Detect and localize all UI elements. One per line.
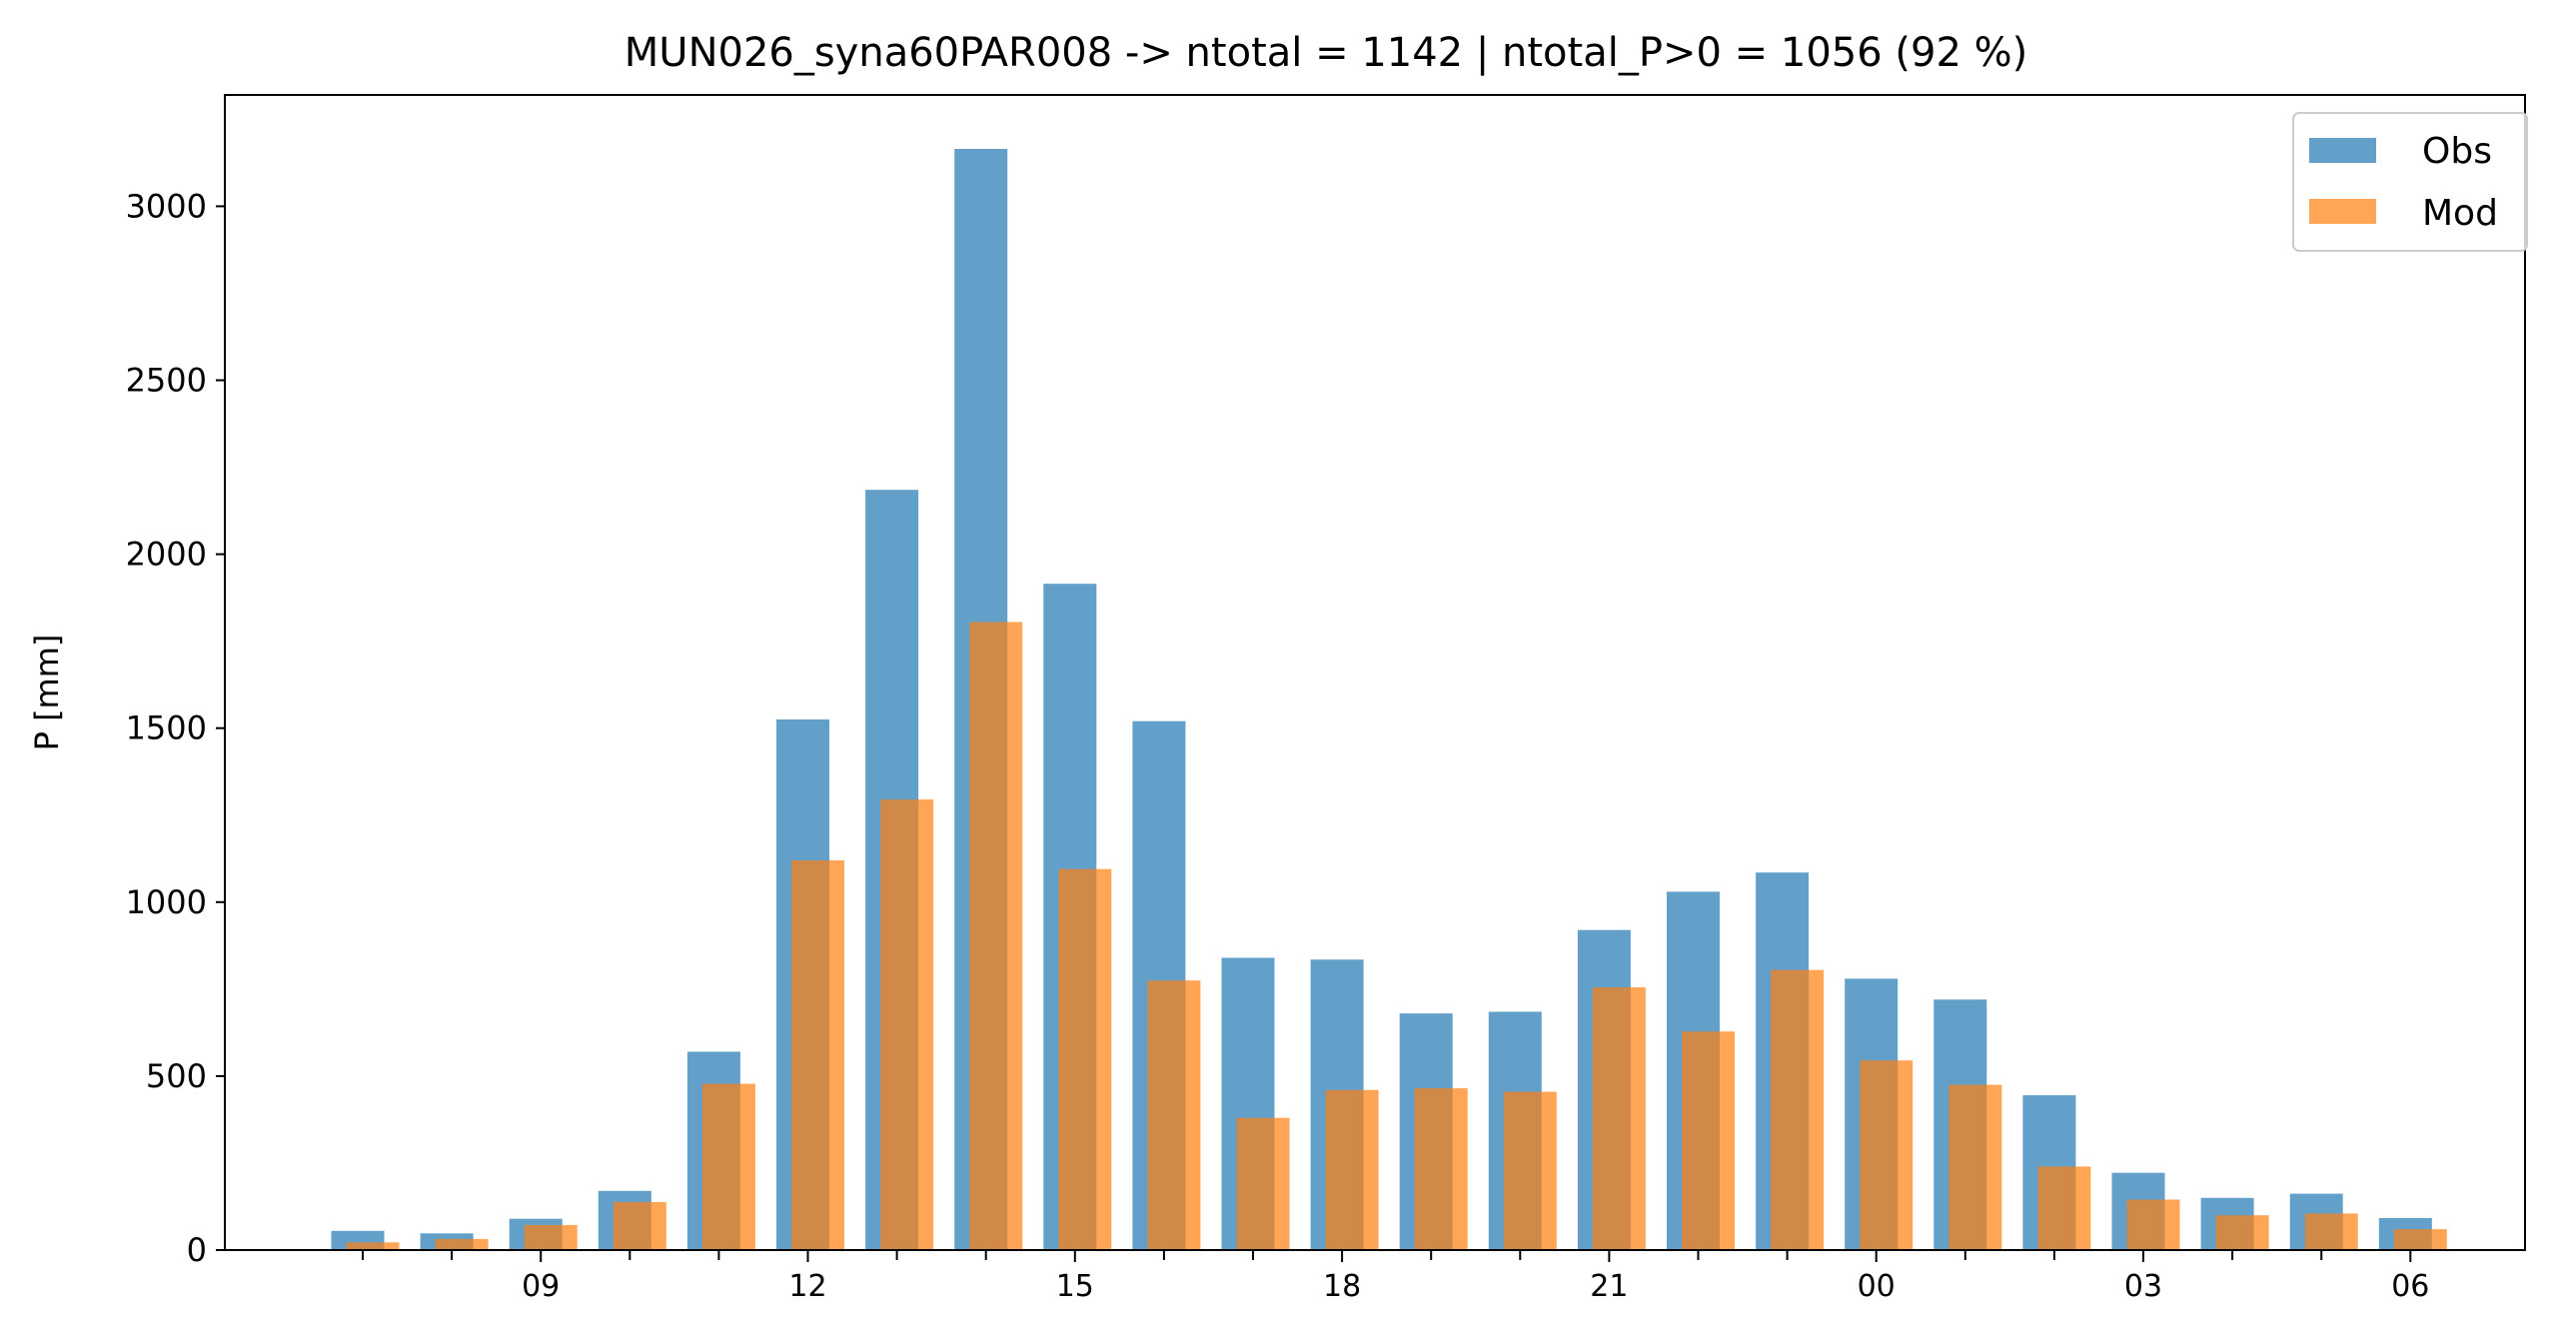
legend-swatch-obs: [2309, 138, 2376, 163]
x-tick-label: 15: [1056, 1269, 1094, 1304]
legend-swatch-mod: [2309, 199, 2376, 224]
bar-mod-15: [1058, 868, 1112, 1250]
bar-mod-22: [1682, 1031, 1735, 1250]
bar-mod-07: [346, 1242, 400, 1250]
x-tick-label: 21: [1590, 1269, 1628, 1304]
bar-mod-18: [1325, 1089, 1379, 1250]
bar-mod-12: [791, 860, 844, 1250]
bar-mod-21: [1592, 987, 1646, 1250]
bar-mod-05: [2304, 1213, 2358, 1250]
y-tick-label: 2500: [126, 362, 207, 400]
y-tick-label: 1000: [126, 883, 207, 921]
x-tick-label: 18: [1323, 1269, 1361, 1304]
legend-label-obs: Obs: [2422, 131, 2492, 172]
bar-mod-06: [2393, 1229, 2447, 1250]
x-tick-label: 06: [2391, 1269, 2429, 1304]
legend: Obs Mod: [2292, 112, 2528, 252]
plot-frame: [224, 94, 2526, 1251]
bar-mod-19: [1414, 1088, 1468, 1250]
bar-mod-08: [435, 1238, 489, 1250]
y-axis-label: P [mm]: [28, 635, 66, 751]
y-tick-label: 0: [187, 1231, 207, 1269]
chart-title: MUN026_syna60PAR008 -> ntotal = 1142 | n…: [625, 30, 2027, 76]
y-tick-label: 3000: [126, 187, 207, 225]
bar-mod-20: [1503, 1091, 1557, 1250]
bar-mod-02: [2037, 1166, 2091, 1250]
bar-mod-00: [1860, 1060, 1914, 1250]
mod-bars: [346, 622, 2447, 1250]
axes: 0 500 1000 1500 2000 2500 3000 09 12 15 18 21 00 03 06: [126, 94, 2526, 1304]
bar-mod-01: [1948, 1084, 2002, 1250]
bar-mod-11: [701, 1083, 755, 1250]
y-tick-label: 2000: [126, 536, 207, 574]
bar-mod-17: [1236, 1117, 1290, 1250]
y-tick-label: 500: [146, 1057, 207, 1095]
x-tick-label: 09: [522, 1269, 560, 1304]
bar-mod-23: [1771, 969, 1825, 1250]
bar-mod-16: [1147, 980, 1201, 1250]
bar-mod-13: [880, 799, 934, 1250]
legend-label-mod: Mod: [2422, 193, 2498, 234]
x-tick-label: 12: [788, 1269, 826, 1304]
bar-mod-14: [969, 622, 1023, 1250]
bar-mod-04: [2215, 1215, 2269, 1250]
obs-bars: [331, 149, 2432, 1250]
bar-mod-10: [613, 1201, 666, 1250]
y-tick-label: 1500: [126, 709, 207, 747]
bar-mod-09: [524, 1224, 578, 1250]
bar-mod-03: [2126, 1199, 2180, 1250]
x-tick-label: 00: [1858, 1269, 1896, 1304]
x-tick-label: 03: [2124, 1269, 2162, 1304]
